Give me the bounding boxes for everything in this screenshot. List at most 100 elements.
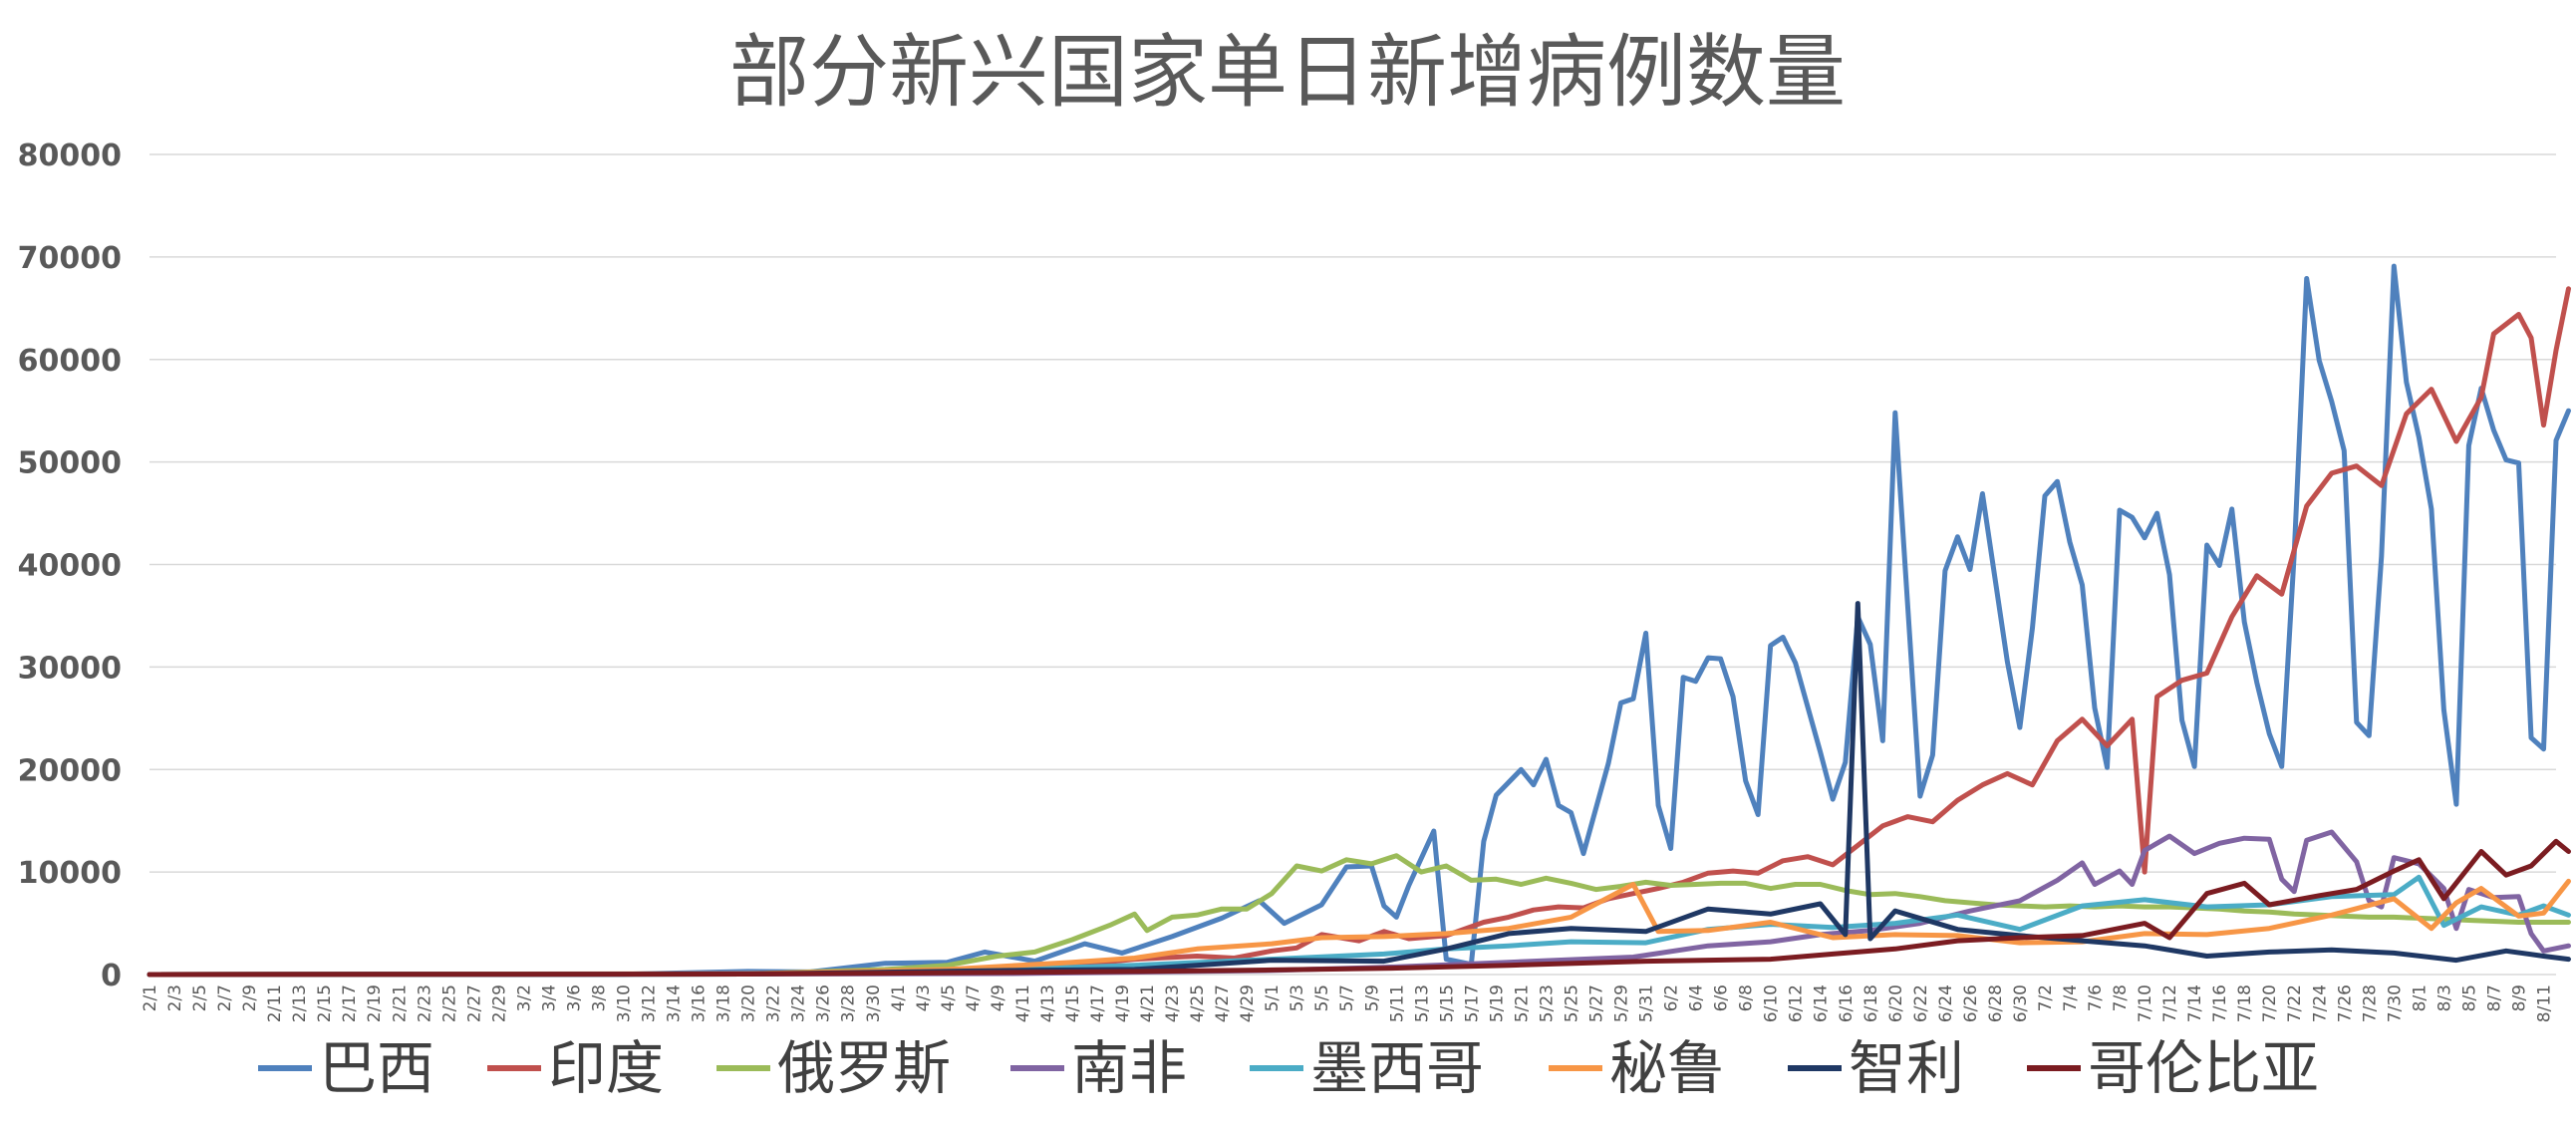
y-tick-label: 70000 [18, 241, 122, 276]
x-tick-label: 2/11 [265, 984, 285, 1022]
legend-label: 秘鲁 [1609, 1034, 1725, 1102]
x-tick-label: 2/5 [190, 984, 210, 1011]
x-axis-ticks: 2/1 2/3 2/5 2/7 2/9 2/11 2/13 2/15 2/17 2/19 2/21 2… [141, 984, 2554, 1022]
x-tick-label: 6/8 [1737, 984, 1757, 1011]
x-tick-label: 2/15 [315, 984, 335, 1022]
x-tick-label: 2/27 [464, 984, 484, 1022]
x-tick-label: 4/19 [1113, 984, 1133, 1022]
x-tick-label: 4/25 [1188, 984, 1208, 1022]
x-tick-label: 7/28 [2360, 984, 2380, 1022]
x-tick-label: 4/29 [1238, 984, 1258, 1022]
y-tick-label: 50000 [18, 446, 122, 481]
x-tick-label: 5/21 [1512, 984, 1532, 1022]
legend-label: 墨西哥 [1310, 1034, 1484, 1102]
y-axis-ticks: 0 10000 20000 30000 40000 50000 60000 70000 8000… [18, 139, 122, 993]
x-tick-label: 5/19 [1487, 984, 1507, 1022]
x-tick-label: 7/22 [2285, 984, 2305, 1022]
x-tick-label: 6/22 [1911, 984, 1931, 1022]
x-tick-label: 4/1 [889, 984, 909, 1011]
x-tick-label: 5/11 [1387, 984, 1407, 1022]
x-tick-label: 3/10 [614, 984, 634, 1022]
x-tick-label: 3/26 [814, 984, 834, 1022]
x-tick-label: 4/3 [914, 984, 934, 1011]
legend-label: 智利 [1849, 1034, 1964, 1102]
x-tick-label: 2/3 [165, 984, 185, 1011]
series-line-5 [146, 878, 2571, 978]
series-lines [146, 263, 2571, 978]
x-tick-label: 5/15 [1437, 984, 1457, 1022]
x-tick-label: 2/19 [365, 984, 385, 1022]
x-tick-label: 6/6 [1712, 984, 1732, 1011]
x-tick-label: 6/2 [1662, 984, 1682, 1011]
x-tick-label: 3/8 [589, 984, 609, 1011]
x-tick-label: 7/6 [2086, 984, 2106, 1011]
x-tick-label: 4/21 [1138, 984, 1158, 1022]
x-tick-label: 7/8 [2111, 984, 2131, 1011]
x-tick-label: 6/28 [1986, 984, 2006, 1022]
x-tick-label: 5/13 [1412, 984, 1432, 1022]
x-tick-label: 5/29 [1612, 984, 1632, 1022]
x-tick-label: 3/24 [789, 984, 809, 1022]
x-tick-label: 2/29 [489, 984, 509, 1022]
x-tick-label: 6/20 [1886, 984, 1906, 1022]
x-tick-label: 8/1 [2410, 984, 2430, 1011]
x-tick-label: 3/18 [715, 984, 734, 1022]
y-tick-label: 20000 [18, 753, 122, 788]
x-tick-label: 7/26 [2335, 984, 2355, 1022]
x-tick-label: 5/27 [1587, 984, 1607, 1022]
x-tick-label: 3/16 [690, 984, 710, 1022]
x-tick-label: 7/16 [2210, 984, 2230, 1022]
y-tick-label: 10000 [18, 856, 122, 891]
legend-label: 南非 [1071, 1034, 1187, 1102]
series-line-1 [146, 286, 2571, 978]
x-tick-label: 3/4 [539, 984, 559, 1011]
x-tick-label: 2/1 [141, 984, 160, 1011]
x-tick-label: 3/28 [839, 984, 859, 1022]
x-tick-label: 7/20 [2260, 984, 2280, 1022]
series-line-2 [146, 853, 2571, 978]
x-tick-label: 8/3 [2434, 984, 2454, 1011]
legend-label: 印度 [548, 1034, 664, 1102]
x-tick-label: 6/12 [1787, 984, 1807, 1022]
x-tick-label: 3/12 [640, 984, 660, 1022]
x-tick-label: 5/23 [1537, 984, 1557, 1022]
x-tick-label: 8/11 [2534, 984, 2554, 1022]
x-tick-label: 5/17 [1462, 984, 1482, 1022]
x-tick-label: 5/7 [1337, 984, 1357, 1011]
series-line-0 [146, 263, 2571, 978]
x-tick-label: 5/1 [1263, 984, 1283, 1011]
x-tick-label: 3/20 [739, 984, 759, 1022]
x-tick-label: 7/10 [2136, 984, 2155, 1022]
x-tick-label: 6/14 [1812, 984, 1832, 1022]
chart-title: 部分新兴国家单日新增病例数量 [729, 26, 1846, 119]
series-line-6 [146, 601, 2571, 978]
x-tick-label: 3/2 [514, 984, 534, 1011]
x-tick-label: 3/22 [764, 984, 784, 1022]
x-tick-label: 2/17 [340, 984, 360, 1022]
x-tick-label: 8/5 [2459, 984, 2479, 1011]
y-tick-label: 60000 [18, 344, 122, 379]
x-tick-label: 6/30 [2011, 984, 2031, 1022]
x-tick-label: 6/26 [1961, 984, 1981, 1022]
gridlines [149, 153, 2556, 976]
x-tick-label: 5/3 [1288, 984, 1307, 1011]
y-tick-label: 0 [101, 959, 122, 993]
x-tick-label: 2/25 [439, 984, 459, 1022]
x-tick-label: 7/4 [2061, 984, 2081, 1011]
x-tick-label: 6/16 [1837, 984, 1857, 1022]
x-tick-label: 6/4 [1687, 984, 1707, 1011]
x-tick-label: 4/13 [1038, 984, 1058, 1022]
x-tick-label: 4/27 [1213, 984, 1233, 1022]
x-tick-label: 7/2 [2036, 984, 2056, 1011]
x-tick-label: 2/9 [240, 984, 260, 1011]
x-tick-label: 7/14 [2185, 984, 2205, 1022]
x-tick-label: 4/11 [1013, 984, 1033, 1022]
x-tick-label: 5/9 [1362, 984, 1382, 1011]
x-tick-label: 7/24 [2310, 984, 2330, 1022]
x-tick-label: 4/15 [1063, 984, 1083, 1022]
x-tick-label: 5/25 [1562, 984, 1581, 1022]
x-tick-label: 2/13 [290, 984, 310, 1022]
x-tick-label: 6/18 [1861, 984, 1881, 1022]
x-tick-label: 2/21 [390, 984, 410, 1022]
